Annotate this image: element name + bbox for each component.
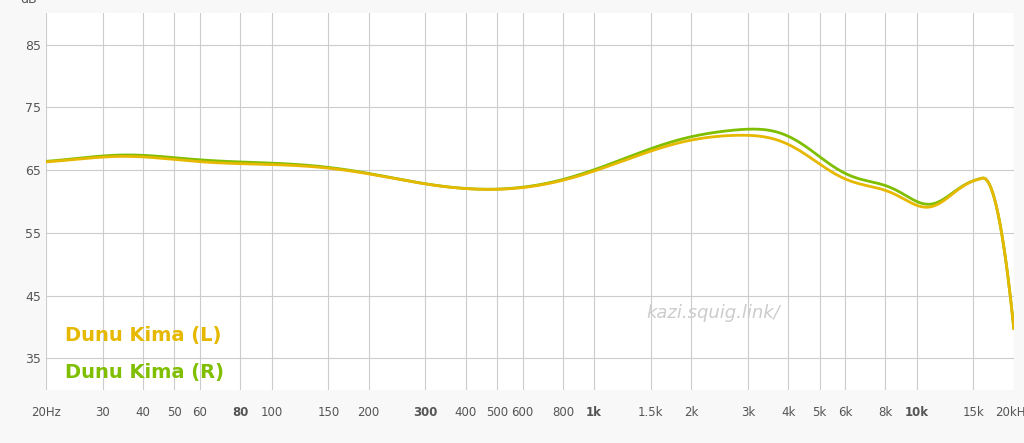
- Dunu Kima (R): [510, 185, 522, 190]
- Text: 8k: 8k: [879, 405, 893, 419]
- Dunu Kima (L): [735, 132, 748, 138]
- Text: 1.5k: 1.5k: [638, 405, 664, 419]
- Text: 100: 100: [260, 405, 283, 419]
- Text: 5k: 5k: [812, 405, 826, 419]
- Text: 1k: 1k: [586, 405, 602, 419]
- Text: 800: 800: [552, 405, 573, 419]
- Text: Dunu Kima (R): Dunu Kima (R): [66, 363, 224, 382]
- Dunu Kima (L): [40, 159, 52, 164]
- Dunu Kima (L): [484, 187, 497, 192]
- Dunu Kima (R): [40, 159, 52, 164]
- Text: 60: 60: [193, 405, 208, 419]
- Text: 80: 80: [232, 405, 249, 419]
- Text: 20kHz: 20kHz: [995, 405, 1024, 419]
- Text: 50: 50: [167, 405, 182, 419]
- Text: 3k: 3k: [741, 405, 755, 419]
- Text: 30: 30: [95, 405, 111, 419]
- Dunu Kima (L): [980, 177, 992, 182]
- Dunu Kima (L): [89, 155, 101, 160]
- Text: 10k: 10k: [904, 405, 929, 419]
- Text: 300: 300: [414, 405, 437, 419]
- Line: Dunu Kima (L): Dunu Kima (L): [46, 135, 1014, 328]
- Dunu Kima (R): [980, 177, 992, 182]
- Dunu Kima (L): [980, 176, 992, 182]
- Text: 2k: 2k: [684, 405, 698, 419]
- Line: Dunu Kima (R): Dunu Kima (R): [46, 129, 1014, 328]
- Dunu Kima (R): [484, 187, 497, 192]
- Dunu Kima (R): [803, 146, 815, 151]
- Dunu Kima (L): [510, 186, 522, 191]
- Text: 15k: 15k: [963, 405, 984, 419]
- Text: 6k: 6k: [838, 405, 852, 419]
- Text: 20Hz: 20Hz: [31, 405, 61, 419]
- Text: 400: 400: [455, 405, 477, 419]
- Dunu Kima (R): [1008, 326, 1020, 331]
- Text: 4k: 4k: [781, 405, 796, 419]
- Dunu Kima (L): [1008, 326, 1020, 331]
- Dunu Kima (L): [803, 154, 815, 159]
- Text: 150: 150: [317, 405, 340, 419]
- Text: 40: 40: [136, 405, 151, 419]
- Dunu Kima (R): [89, 154, 101, 159]
- Text: 500: 500: [486, 405, 508, 419]
- Text: kazi.squig.link/: kazi.squig.link/: [646, 304, 780, 322]
- Text: dB: dB: [19, 0, 37, 6]
- Dunu Kima (R): [980, 176, 992, 182]
- Text: 200: 200: [357, 405, 380, 419]
- Dunu Kima (R): [748, 126, 760, 132]
- Text: 600: 600: [511, 405, 534, 419]
- Text: Dunu Kima (L): Dunu Kima (L): [66, 326, 222, 345]
